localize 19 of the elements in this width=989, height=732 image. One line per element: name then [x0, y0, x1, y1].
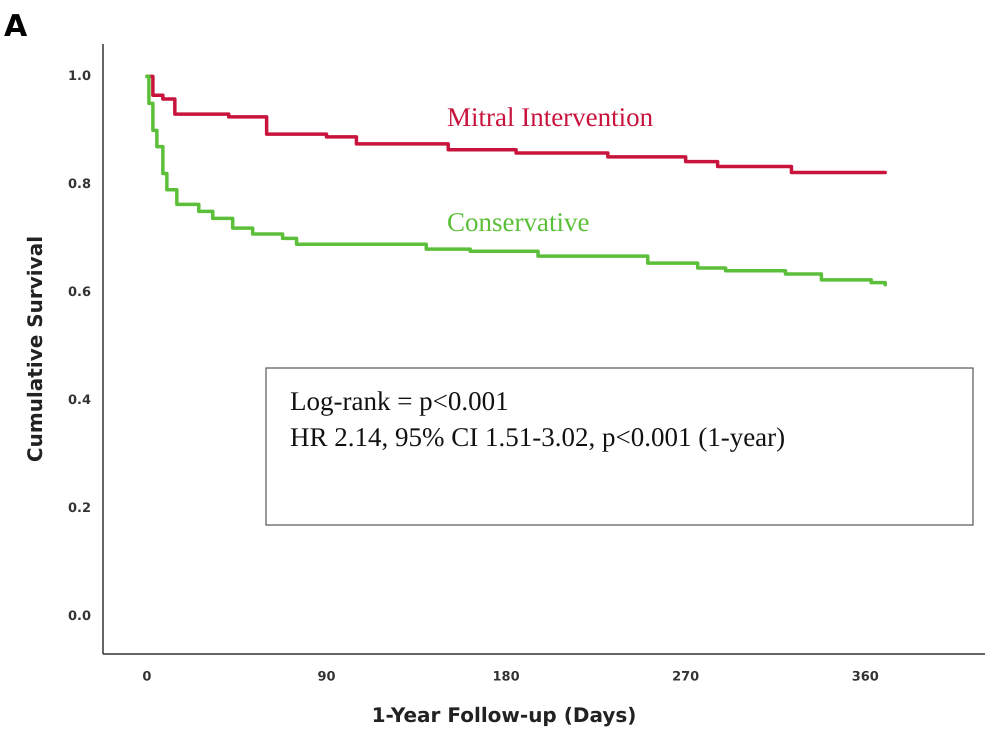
series-label: Mitral Intervention	[446, 102, 654, 132]
x-tick-label: 180	[492, 670, 520, 685]
x-tick-label: 360	[852, 670, 879, 685]
series-label: Conservative	[446, 207, 590, 238]
chart-title: A	[4, 9, 28, 44]
y-tick-label: 0.8	[68, 176, 91, 192]
x-tick-label: 270	[672, 670, 700, 685]
y-tick-label: 0.2	[68, 500, 91, 516]
annotation: Log-rank = p<0.001	[290, 386, 509, 416]
y-tick-label: 1.0	[68, 68, 91, 84]
y-tick-label: 0.0	[68, 608, 91, 624]
text-box: Log-rank = p<0.001 HR 2.14, 95% CI 1.51-3.02, p<0.001 (1-year)	[265, 367, 974, 526]
y-tick-label: 0.6	[68, 284, 91, 300]
y-tick-label: 0.4	[68, 392, 91, 408]
x-tick-label: 0	[142, 670, 152, 685]
x-tick-label: 90	[317, 670, 336, 685]
y-axis-title: Cumulative Survival	[23, 236, 47, 462]
x-axis-title: 1-Year Follow-up (Days)	[372, 703, 636, 727]
annotation: HR 2.14, 95% CI 1.51-3.02, p<0.001 (1-year)	[290, 422, 786, 452]
